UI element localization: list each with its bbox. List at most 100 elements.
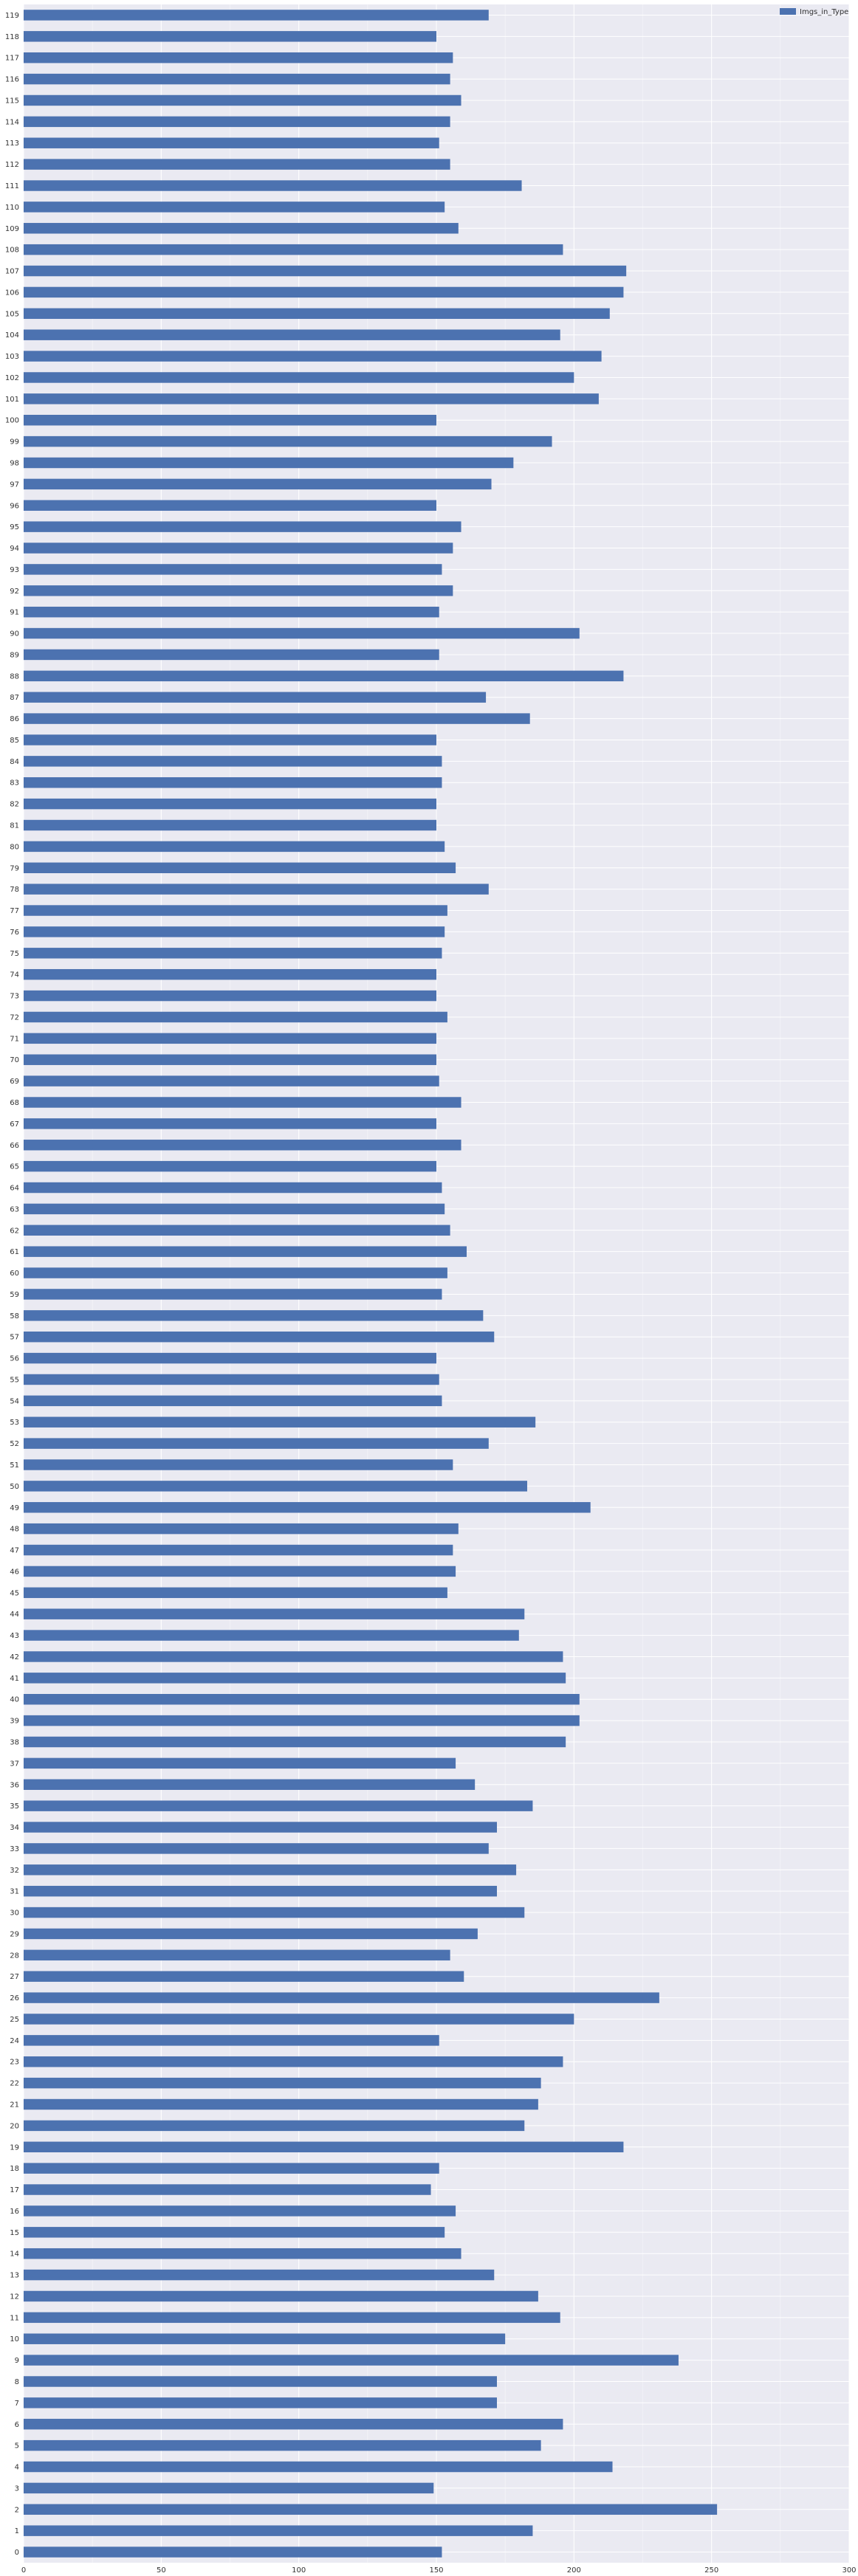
- bar: [24, 31, 436, 42]
- y-tick-label: 66: [10, 1142, 19, 1150]
- y-tick-label: 108: [5, 247, 19, 255]
- bar: [24, 2248, 461, 2259]
- y-tick-label: 119: [5, 12, 19, 20]
- bar: [24, 1779, 476, 1790]
- y-tick-label: 29: [10, 1930, 19, 1938]
- y-tick-label: 49: [10, 1504, 19, 1512]
- y-tick-label: 52: [10, 1440, 19, 1448]
- bar: [24, 1203, 445, 1215]
- bar: [24, 884, 489, 895]
- bar: [24, 2397, 497, 2408]
- y-tick-label: 91: [10, 609, 19, 617]
- bar: [24, 351, 602, 362]
- y-tick-label: 102: [5, 374, 19, 382]
- bar: [24, 1331, 495, 1343]
- y-tick-label: 18: [10, 2165, 19, 2173]
- bar: [24, 265, 627, 277]
- bar: [24, 372, 574, 383]
- bar: [24, 457, 514, 469]
- bar: [24, 1033, 436, 1044]
- bar: [24, 649, 439, 661]
- y-tick-label: 73: [10, 993, 19, 1001]
- bar: [24, 1246, 467, 1257]
- y-tick-label: 62: [10, 1227, 19, 1235]
- bar: [24, 1416, 536, 1428]
- y-tick-label: 11: [10, 2314, 19, 2322]
- y-tick-label: 30: [10, 1909, 19, 1918]
- y-tick-label: 22: [10, 2080, 19, 2088]
- y-tick-label: 56: [10, 1355, 19, 1363]
- bar: [24, 1438, 489, 1449]
- x-tick-label: 200: [567, 2566, 581, 2575]
- bar: [24, 990, 436, 1002]
- bar: [24, 1608, 525, 1619]
- bar: [24, 2141, 624, 2152]
- y-tick-label: 107: [5, 268, 19, 276]
- y-tick-label: 99: [10, 438, 19, 447]
- bar: [24, 564, 442, 575]
- bar: [24, 1736, 566, 1748]
- y-tick-label: 51: [10, 1461, 19, 1470]
- bar: [24, 756, 442, 767]
- y-tick-label: 67: [10, 1120, 19, 1129]
- y-tick-label: 15: [10, 2229, 19, 2237]
- bar: [24, 1374, 439, 1385]
- bar: [24, 1160, 436, 1172]
- bar: [24, 116, 450, 128]
- y-tick-label: 100: [5, 417, 19, 425]
- y-tick-label: 85: [10, 737, 19, 745]
- y-tick-label: 115: [5, 97, 19, 105]
- y-tick-label: 14: [10, 2250, 19, 2259]
- y-tick-label: 21: [10, 2101, 19, 2110]
- bar: [24, 415, 436, 426]
- bar: [24, 862, 456, 873]
- y-tick-label: 76: [10, 929, 19, 937]
- y-tick-label: 28: [10, 1952, 19, 1960]
- y-tick-label: 27: [10, 1973, 19, 1981]
- bar: [24, 1843, 489, 1854]
- y-tick-label: 92: [10, 588, 19, 596]
- y-tick-label: 1: [15, 2527, 19, 2535]
- y-tick-label: 34: [10, 1824, 19, 1832]
- y-tick-label: 25: [10, 2016, 19, 2024]
- bar: [24, 1097, 461, 1108]
- bar: [24, 2376, 497, 2387]
- y-tick-label: 75: [10, 950, 19, 958]
- bar: [24, 905, 447, 916]
- y-tick-label: 9: [15, 2357, 19, 2365]
- bar: [24, 2290, 538, 2302]
- bar: [24, 627, 580, 639]
- y-tick-label: 58: [10, 1312, 19, 1320]
- y-tick-label: 17: [10, 2186, 19, 2194]
- bar: [24, 2504, 718, 2515]
- bar: [24, 2419, 563, 2430]
- bar: [24, 2333, 506, 2344]
- y-tick-label: 90: [10, 630, 19, 638]
- y-tick-label: 40: [10, 1696, 19, 1704]
- bar: [24, 1118, 436, 1129]
- bar: [24, 1289, 442, 1300]
- bar: [24, 73, 450, 85]
- y-tick-label: 47: [10, 1547, 19, 1555]
- y-tick-label: 69: [10, 1078, 19, 1086]
- y-tick-label: 95: [10, 523, 19, 531]
- bar: [24, 1864, 517, 1876]
- bar: [24, 1928, 478, 1940]
- y-tick-label: 86: [10, 715, 19, 723]
- y-tick-label: 74: [10, 971, 19, 979]
- bar: [24, 819, 436, 831]
- bar: [24, 223, 459, 234]
- bar: [24, 926, 445, 937]
- bar: [24, 1715, 580, 1726]
- bar: [24, 1757, 456, 1769]
- y-tick-label: 111: [5, 182, 19, 190]
- bar: [24, 1651, 563, 1662]
- bar: [24, 1822, 497, 1833]
- y-tick-label: 71: [10, 1035, 19, 1043]
- y-tick-labels: 0123456789101112131415161718192021222324…: [5, 12, 19, 2557]
- bar: [24, 2098, 538, 2110]
- y-tick-label: 80: [10, 843, 19, 851]
- y-tick-label: 37: [10, 1760, 19, 1768]
- bar: [24, 1352, 436, 1364]
- bar: [24, 393, 599, 404]
